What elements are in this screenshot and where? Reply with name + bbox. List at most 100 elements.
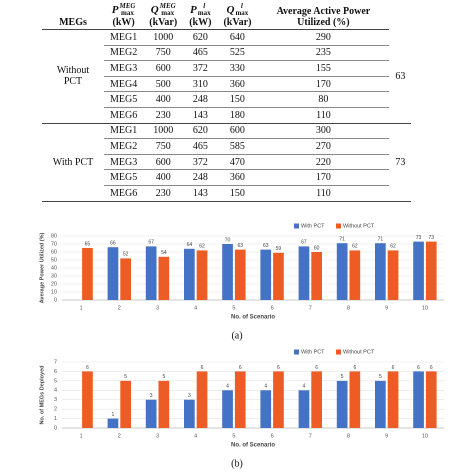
y-tick-label: 10 [51, 289, 57, 295]
y-axis-label: Average Power Utilized (%) [39, 232, 45, 303]
symbol: Q [226, 3, 235, 16]
value-label: 62 [199, 244, 205, 250]
table-cell: 1000 [143, 29, 184, 46]
bar [375, 243, 386, 300]
value-label: 62 [352, 244, 358, 250]
y-tick-label: 80 [51, 233, 57, 239]
bar [425, 371, 437, 428]
average-cell: 73 [389, 123, 412, 202]
header-cell: Q MEG max (kVar) [143, 2, 184, 30]
x-tick-label: 1 [80, 305, 83, 311]
caption: (b) [231, 458, 243, 469]
value-label: 4 [226, 384, 229, 390]
caption: (a) [231, 330, 242, 341]
x-tick-label: 5 [232, 433, 235, 439]
y-tick-label: 2 [54, 407, 57, 413]
legend-swatch [294, 223, 299, 229]
table-cell: 170 [257, 76, 390, 93]
bar [336, 243, 348, 300]
table-row: MEG2 750 465 585 270 [42, 138, 411, 155]
value-label: 52 [123, 252, 129, 258]
header-text: Average Active Power Utilized (%) [276, 6, 371, 28]
x-tick-label: 3 [156, 433, 159, 439]
table-row: MEG2 750 465 525 235 [42, 45, 411, 62]
table-cell: MEG2 [104, 45, 144, 62]
table-cell: 620 [183, 29, 218, 46]
bar [158, 380, 170, 428]
table-cell: 525 [217, 45, 258, 62]
x-tick-label: 7 [309, 433, 312, 439]
subscript: max [121, 9, 134, 17]
value-label: 6 [201, 365, 204, 371]
value-label: 6 [392, 365, 395, 371]
sup-sub: l max [198, 3, 211, 17]
value-label: 70 [225, 237, 231, 243]
y-tick-label: 3 [54, 397, 57, 403]
table-cell: 465 [183, 138, 218, 155]
y-tick-label: 60 [51, 249, 57, 255]
bar [145, 399, 157, 428]
y-tick-label: 4 [54, 388, 57, 394]
y-tick-label: 5 [54, 378, 57, 384]
x-tick-label: 6 [271, 305, 274, 311]
legend-swatch [336, 223, 341, 229]
table-cell: 600 [143, 60, 184, 77]
subscript: max [197, 9, 211, 17]
table-cell: 600 [143, 154, 184, 171]
unit: (kW) [189, 17, 212, 28]
x-tick-label: 4 [194, 433, 197, 439]
y-tick-label: 30 [51, 273, 57, 279]
y-tick-label: 50 [51, 257, 57, 263]
table-cell: 80 [257, 91, 390, 108]
table-cell: 640 [217, 29, 258, 46]
table-row: With PCT MEG1 1000 620 600 300 73 [42, 123, 412, 202]
value-label: 5 [162, 374, 165, 380]
bar [158, 256, 170, 300]
value-label: 6 [315, 365, 318, 371]
legend-label: Without PCT [343, 349, 375, 355]
table-row: MEG6 230 143 180 110 [42, 107, 411, 124]
value-label: 54 [161, 250, 167, 256]
table-cell: 310 [183, 76, 218, 93]
sup-sub: l max [235, 3, 248, 17]
table-cell: 290 [257, 29, 390, 46]
value-label: 71 [339, 237, 345, 243]
table-cell: 270 [257, 138, 390, 155]
table-row: MEG5 400 248 360 170 [42, 169, 411, 186]
bar [184, 399, 195, 428]
table-cell: MEG6 [104, 185, 144, 202]
table-cell: 235 [257, 45, 390, 62]
table-cell: 155 [257, 60, 390, 77]
x-tick-label: 6 [271, 433, 274, 439]
value-label: 65 [85, 241, 91, 247]
value-label: 62 [390, 244, 396, 250]
value-label: 64 [187, 242, 193, 248]
table-cell: 170 [257, 169, 390, 186]
value-label: 6 [277, 365, 280, 371]
x-tick-label: 1 [80, 433, 83, 439]
value-label: 5 [379, 374, 382, 380]
table-cell: 143 [183, 107, 218, 124]
table-cell: 150 [217, 91, 258, 108]
bar [387, 250, 399, 300]
table-cell: MEG6 [104, 107, 144, 124]
chart-b: 0 1 2 3 4 5 6 7 1 2 3 4 5 6 7 8 9 10 1 3 3 4 4 4 5 5 6 With PCT 6 5 5 6… [39, 349, 444, 469]
table-cell: 750 [143, 45, 184, 62]
x-tick-label: 9 [385, 433, 388, 439]
value-label: 6 [430, 365, 433, 371]
bar [234, 371, 246, 428]
table-cell: 248 [183, 169, 218, 186]
bar [413, 241, 424, 300]
bar [234, 249, 246, 300]
bar [260, 390, 272, 428]
y-tick-label: 7 [54, 359, 57, 365]
value-label: 63 [237, 243, 243, 249]
x-tick-label: 3 [156, 305, 159, 311]
average-cell: 63 [389, 29, 412, 124]
value-label: 63 [263, 243, 269, 249]
table-cell: 230 [143, 185, 184, 202]
y-tick-label: 0 [54, 425, 57, 431]
